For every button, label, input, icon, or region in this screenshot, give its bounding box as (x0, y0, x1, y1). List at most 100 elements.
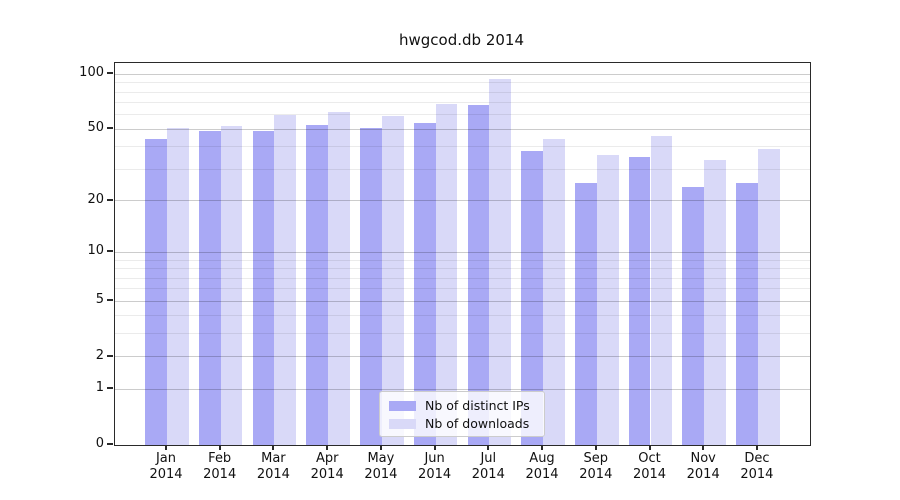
y-tick-mark (107, 198, 113, 201)
x-label-month: Aug (529, 451, 555, 466)
bar-distinct-ips-jul (467, 105, 490, 445)
minor-gridline (115, 102, 810, 104)
x-tick-mark (648, 445, 651, 450)
grid-layer (115, 63, 810, 445)
x-tick-mark (379, 445, 382, 450)
bar-distinct-ips-oct (628, 157, 651, 445)
x-tick-label: Aug 2014 (507, 451, 577, 482)
x-tick-label: Jun 2014 (400, 451, 470, 482)
x-tick-label: Feb 2014 (185, 451, 255, 482)
x-label-year: 2014 (471, 466, 505, 482)
bars-layer (115, 63, 810, 445)
x-tick-label: Sep 2014 (561, 451, 631, 482)
x-label-month: Oct (638, 451, 661, 466)
bar-downloads-aug (543, 139, 565, 445)
bar-distinct-ips-jan (145, 139, 167, 445)
x-label-month: Jan (155, 451, 177, 466)
x-label-year: 2014 (203, 466, 237, 482)
bar-distinct-ips-aug (521, 150, 543, 445)
x-tick-mark (272, 445, 275, 450)
y-tick-mark (107, 443, 113, 445)
x-label-year: 2014 (418, 466, 452, 482)
y-tick-mark (107, 354, 113, 357)
x-tick-mark (487, 445, 490, 450)
x-label-month: Apr (315, 451, 339, 466)
bar-downloads-apr (328, 112, 350, 445)
minor-gridline (115, 91, 810, 93)
major-gridline (115, 128, 810, 130)
x-tick-label: Jan 2014 (131, 451, 201, 482)
x-label-year: 2014 (149, 466, 183, 482)
y-tick-label: 5 (95, 292, 104, 308)
bar-downloads-jun (435, 103, 458, 445)
minor-gridline (115, 82, 810, 84)
bar-downloads-jul (489, 79, 512, 445)
minor-gridline (115, 277, 810, 279)
x-tick-mark (702, 445, 705, 450)
minor-gridline (115, 333, 810, 335)
x-label-year: 2014 (632, 466, 667, 482)
major-gridline (115, 200, 810, 201)
bar-distinct-ips-dec (736, 183, 758, 445)
major-gridline (115, 73, 810, 75)
minor-gridline (115, 114, 810, 116)
bar-downloads-sep (596, 155, 619, 445)
bar-downloads-dec (757, 148, 780, 445)
x-label-month: Feb (208, 451, 232, 466)
y-tick-label: 1 (95, 380, 104, 396)
legend: Nb of distinct IPs Nb of downloads (379, 391, 545, 437)
x-tick-mark (433, 445, 436, 450)
legend-item-distinct-ips: Nb of distinct IPs (389, 397, 535, 415)
y-tick-label: 2 (95, 347, 104, 363)
bar-distinct-ips-may (360, 127, 382, 445)
x-label-month: Dec (744, 451, 770, 466)
legend-swatch-downloads (389, 419, 416, 429)
x-tick-mark (326, 445, 329, 450)
bar-distinct-ips-nov (682, 186, 705, 445)
major-gridline (115, 356, 810, 358)
x-tick-mark (594, 445, 597, 450)
bar-distinct-ips-mar (252, 130, 275, 445)
y-tick-mark (107, 72, 113, 75)
chart-title: hwgcod.db 2014 (399, 31, 524, 49)
x-label-month: Sep (583, 451, 609, 466)
x-label-month: Jun (424, 451, 445, 466)
major-gridline (115, 388, 810, 390)
x-label-month: Jul (480, 451, 497, 466)
bar-downloads-oct (650, 135, 673, 445)
y-tick-label: 20 (87, 191, 104, 207)
x-label-year: 2014 (579, 466, 613, 482)
x-tick-label: Dec 2014 (722, 451, 792, 482)
minor-gridline (115, 259, 810, 261)
legend-item-downloads: Nb of downloads (389, 415, 535, 433)
legend-label-distinct-ips: Nb of distinct IPs (425, 398, 530, 413)
minor-gridline (115, 168, 810, 170)
y-tick-mark (107, 299, 113, 302)
x-tick-mark (218, 445, 221, 450)
minor-gridline (115, 268, 810, 270)
y-tick-label: 10 (87, 243, 104, 259)
x-tick-label: May 2014 (346, 451, 416, 482)
y-tick-label: 50 (87, 120, 104, 136)
minor-gridline (115, 146, 810, 148)
bar-distinct-ips-sep (575, 183, 597, 445)
x-label-year: 2014 (740, 466, 774, 482)
x-label-year: 2014 (686, 466, 720, 482)
legend-label-downloads: Nb of downloads (425, 416, 530, 431)
x-tick-label: Mar 2014 (238, 451, 308, 482)
x-label-month: Mar (261, 451, 286, 466)
major-gridline (115, 251, 810, 253)
x-tick-label: Jul 2014 (453, 451, 523, 482)
bar-downloads-feb (220, 126, 243, 445)
y-tick-mark (107, 387, 113, 390)
y-tick-label: 100 (79, 65, 104, 81)
bar-downloads-nov (704, 159, 726, 445)
y-tick-label: 0 (95, 436, 104, 451)
x-label-year: 2014 (364, 466, 398, 482)
x-label-year: 2014 (256, 466, 290, 482)
x-label-year: 2014 (525, 466, 559, 482)
x-label-month: Nov (690, 451, 716, 466)
bar-downloads-mar (274, 114, 297, 445)
minor-gridline (115, 315, 810, 317)
